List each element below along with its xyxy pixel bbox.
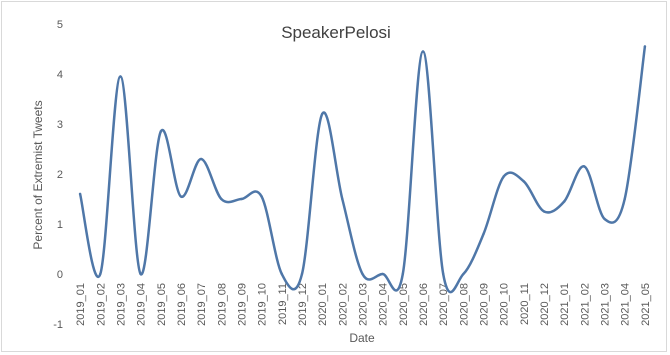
x-tick-label: 2020_10 bbox=[499, 283, 511, 326]
data-point bbox=[381, 272, 384, 276]
x-axis-label: Date bbox=[349, 331, 375, 345]
data-point bbox=[119, 75, 122, 78]
x-tick-label: 2020_04 bbox=[378, 283, 390, 326]
x-tick-label: 2020_06 bbox=[418, 283, 430, 326]
data-point bbox=[179, 195, 183, 198]
chart-title: SpeakerPelosi bbox=[281, 23, 391, 42]
x-tick-label: 2019_01 bbox=[75, 283, 87, 326]
y-tick-label: -1 bbox=[53, 319, 63, 331]
data-point bbox=[99, 272, 102, 276]
data-point bbox=[563, 200, 566, 203]
x-tick-label: 2019_05 bbox=[156, 283, 168, 326]
x-tick-label: 2020_02 bbox=[337, 283, 349, 326]
data-point bbox=[643, 45, 647, 48]
data-point bbox=[401, 272, 405, 276]
y-tick-label: 5 bbox=[57, 19, 63, 31]
y-axis-label: Percent of Extremist Tweets bbox=[31, 100, 45, 249]
x-tick-label: 2020_01 bbox=[317, 283, 329, 326]
x-tick-label: 2019_02 bbox=[95, 283, 107, 326]
y-tick-label: 0 bbox=[57, 269, 63, 281]
data-point bbox=[502, 175, 505, 178]
x-tick-label: 2020_12 bbox=[539, 283, 551, 326]
x-tick-label: 2019_07 bbox=[196, 283, 208, 326]
x-tick-label: 2020_09 bbox=[479, 283, 491, 326]
x-tick-label: 2019_09 bbox=[236, 283, 248, 326]
data-point bbox=[260, 195, 263, 198]
x-tick-label: 2020_11 bbox=[519, 283, 531, 325]
data-point bbox=[522, 180, 526, 183]
x-tick-label: 2019_11 bbox=[277, 283, 289, 325]
series-line bbox=[78, 45, 647, 294]
x-tick-label: 2021_04 bbox=[620, 283, 632, 326]
x-tick-label: 2021_02 bbox=[579, 283, 591, 326]
x-tick-label: 2019_06 bbox=[176, 283, 188, 326]
data-point bbox=[341, 197, 344, 201]
data-point bbox=[583, 165, 586, 168]
data-point bbox=[159, 130, 162, 133]
y-tick-label: 3 bbox=[57, 119, 63, 131]
x-tick-label: 2021_01 bbox=[559, 283, 571, 326]
data-point bbox=[361, 272, 364, 276]
x-tick-label: 2019_04 bbox=[136, 283, 148, 326]
data-point bbox=[482, 232, 485, 236]
y-tick-label: 2 bbox=[57, 169, 63, 181]
x-tick-label: 2020_08 bbox=[458, 283, 470, 326]
data-point bbox=[441, 272, 445, 276]
x-tick-label: 2021_03 bbox=[600, 283, 612, 326]
data-point bbox=[240, 197, 243, 201]
x-tick-label: 2020_07 bbox=[438, 283, 450, 326]
x-tick-label: 2019_03 bbox=[115, 283, 127, 326]
data-point bbox=[603, 217, 606, 221]
data-point bbox=[320, 112, 324, 116]
data-point bbox=[623, 197, 626, 201]
y-tick-label: 1 bbox=[57, 219, 63, 231]
x-tick-label: 2019_10 bbox=[257, 283, 269, 326]
x-tick-label: 2019_12 bbox=[297, 283, 309, 326]
x-tick-label: 2020_05 bbox=[398, 283, 410, 326]
data-point bbox=[220, 197, 223, 201]
data-point bbox=[78, 192, 82, 196]
data-point bbox=[462, 272, 465, 276]
data-point bbox=[280, 272, 284, 276]
x-tick-label: 2019_08 bbox=[216, 283, 228, 326]
data-point bbox=[139, 272, 142, 276]
data-point bbox=[542, 210, 546, 213]
data-point bbox=[300, 272, 304, 276]
y-tick-label: 4 bbox=[57, 69, 63, 81]
x-tick-label: 2021_05 bbox=[640, 283, 652, 326]
data-point bbox=[421, 50, 425, 53]
data-point bbox=[199, 157, 203, 161]
x-tick-label: 2020_03 bbox=[358, 283, 370, 326]
